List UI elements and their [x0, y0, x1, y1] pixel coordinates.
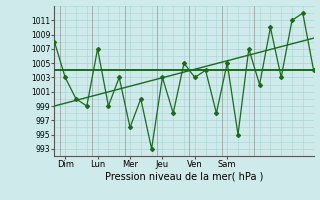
X-axis label: Pression niveau de la mer( hPa ): Pression niveau de la mer( hPa ): [105, 172, 263, 182]
